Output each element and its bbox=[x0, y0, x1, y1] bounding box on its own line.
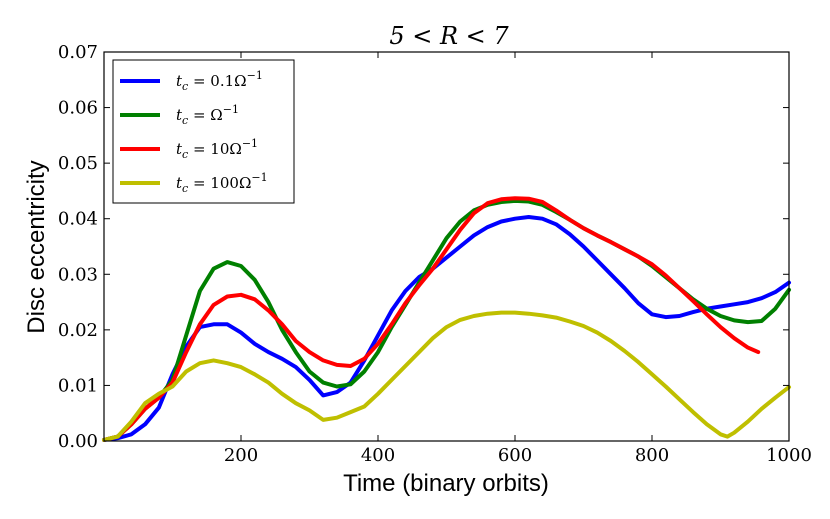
x-axis-label: Time (binary orbits) bbox=[343, 470, 549, 497]
y-tick-label: 0.01 bbox=[58, 375, 98, 396]
series-line-3 bbox=[102, 310, 791, 442]
y-tick-label: 0.05 bbox=[58, 153, 98, 174]
ticks-layer: 200 400 600 800 1000 0.00 0.01 0.02 0.03 0.04 0.05… bbox=[58, 42, 812, 466]
y-axis-label: Disc eccentricity bbox=[23, 160, 50, 333]
y-tick-label: 0.06 bbox=[58, 98, 98, 119]
x-tick-label: 400 bbox=[361, 445, 395, 466]
series-line-2 bbox=[102, 196, 761, 442]
y-tick-label: 0.02 bbox=[58, 320, 98, 341]
legend-label-0: tc = 0.1Ω−1 bbox=[176, 69, 263, 93]
chart-title: 5 < R < 7 bbox=[389, 22, 509, 50]
legend-label-1: tc = Ω−1 bbox=[176, 103, 239, 127]
y-tick-label: 0.00 bbox=[58, 431, 98, 452]
x-tick-label: 200 bbox=[224, 445, 258, 466]
series-layer bbox=[102, 196, 791, 442]
y-tick-label: 0.04 bbox=[58, 209, 98, 230]
y-tick-label: 0.03 bbox=[58, 264, 98, 285]
x-tick-label: 1000 bbox=[766, 445, 812, 466]
x-tick-label: 600 bbox=[498, 445, 532, 466]
legend-box bbox=[112, 59, 295, 204]
plot-frame bbox=[103, 51, 790, 442]
y-tick-label: 0.07 bbox=[58, 42, 98, 63]
x-tick-label: 800 bbox=[635, 445, 669, 466]
series-line-0 bbox=[102, 215, 791, 442]
legend-label-3: tc = 100Ω−1 bbox=[176, 171, 268, 195]
legend: tc = 0.1Ω−1 tc = Ω−1 tc = 10Ω−1 tc = 100Ω−1 bbox=[112, 59, 295, 204]
legend-label-2: tc = 10Ω−1 bbox=[176, 137, 258, 161]
